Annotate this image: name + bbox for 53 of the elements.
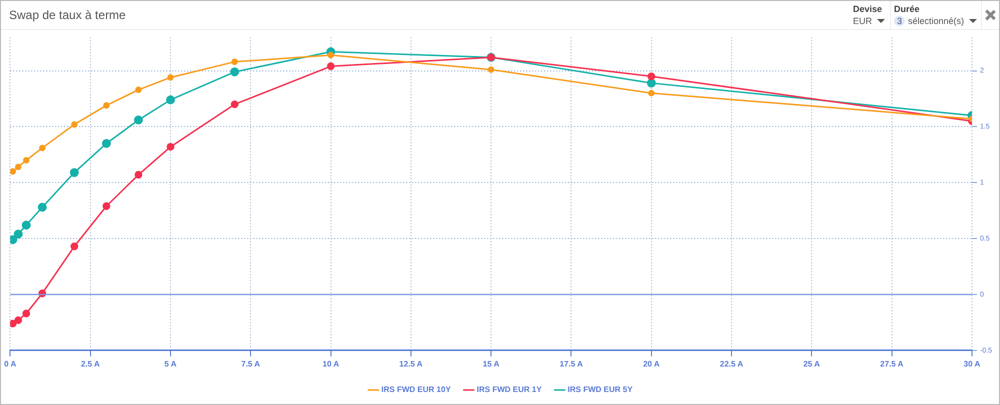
text: 3 (894, 16, 906, 26)
x-tick-label: 15 A (482, 359, 500, 368)
point (38, 202, 47, 212)
point (39, 144, 46, 152)
point (166, 142, 174, 151)
point (10, 168, 16, 175)
point (134, 116, 143, 124)
point (231, 58, 238, 66)
legend-label: IRS FWD EUR 5Y (568, 385, 634, 394)
point (646, 78, 656, 88)
x-tick-label: 20 A (643, 359, 660, 368)
point (71, 121, 78, 128)
point (328, 52, 334, 58)
point (134, 170, 142, 179)
point (230, 100, 238, 108)
point (648, 72, 656, 80)
point (23, 156, 30, 164)
point (70, 242, 78, 250)
x-tick-label: 30 A (964, 359, 980, 368)
point (70, 168, 79, 177)
point (648, 90, 655, 96)
text: Durée (894, 4, 921, 14)
point (230, 67, 240, 76)
point (22, 220, 31, 230)
point (167, 74, 174, 81)
x-tick-label: 17.5 A (560, 359, 584, 368)
text: EUR (853, 16, 872, 26)
chart-title: Swap de taux à terme (9, 8, 126, 22)
legend-label: IRS FWD EUR 1Y (476, 385, 542, 394)
text: sélectionné(s) (908, 16, 964, 26)
point (102, 139, 111, 148)
x-tick-label: 25 A (803, 359, 820, 368)
text: Devise (853, 4, 884, 14)
x-tick-label: 12.5 A (399, 359, 423, 368)
point (14, 164, 22, 170)
point (166, 95, 175, 104)
x-tick-label: 22.5 A (720, 359, 744, 368)
point (10, 320, 17, 328)
x-tick-label: 10 A (322, 359, 340, 368)
x-tick-label: 2.5 A (80, 359, 100, 368)
point (488, 66, 494, 73)
point (135, 86, 142, 94)
x-tick-label: 27.5 A (880, 359, 904, 368)
x-tick-label: 5 A (164, 359, 177, 368)
point (326, 62, 335, 70)
point (22, 310, 30, 318)
legend-label: IRS FWD EUR 10Y (381, 385, 452, 394)
point (14, 230, 23, 239)
x-tick-label: 7.5 A (241, 359, 260, 368)
point (103, 102, 110, 109)
point (102, 202, 110, 210)
point (14, 316, 22, 324)
x-tick-label: 0 A (4, 359, 17, 368)
